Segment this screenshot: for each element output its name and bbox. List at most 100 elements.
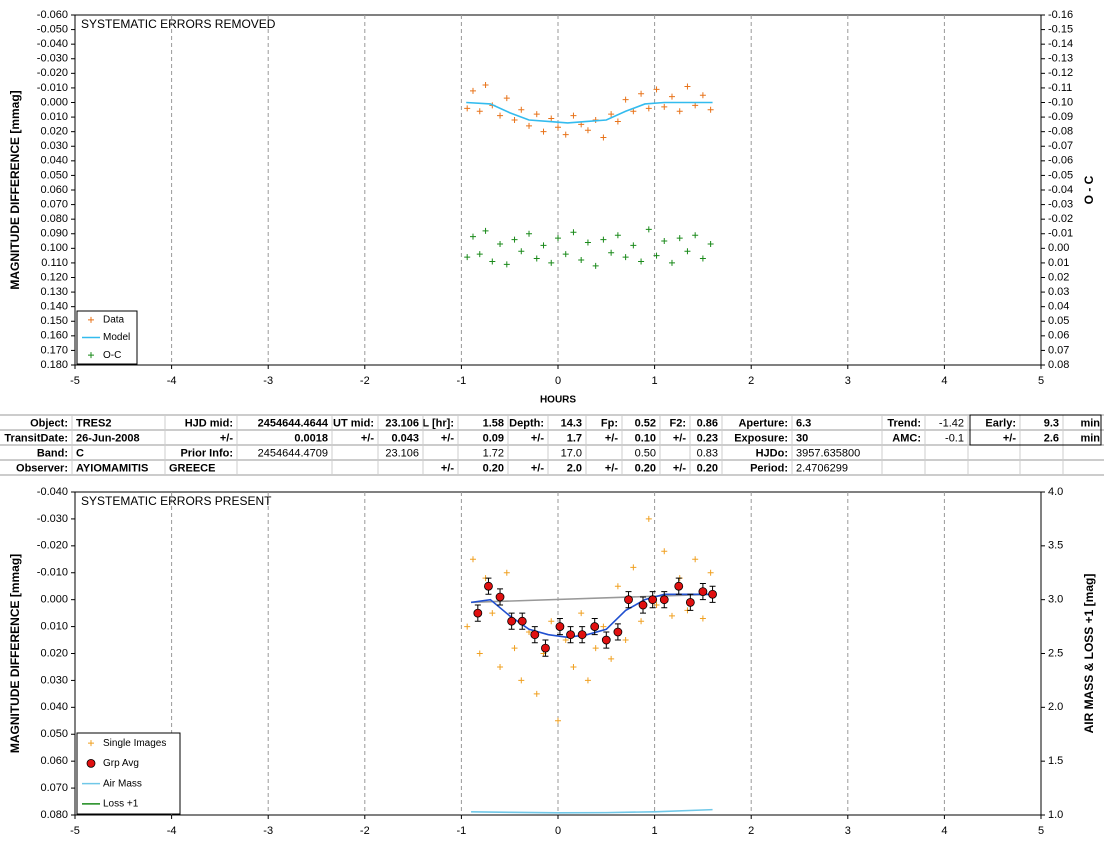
table-cell: TRES2 [76,417,111,429]
table-cell: +/- [673,462,686,474]
y-tick-label: 0.060 [40,184,68,196]
y2-axis-label: O - C [1082,175,1096,204]
y2-axis-label: AIR MASS & LOSS +1 [mag] [1082,574,1096,734]
point [555,235,561,242]
line [471,593,713,604]
point [511,236,518,243]
y2-tick-label: 0.04 [1048,301,1069,313]
table-cell: Band: [37,447,68,459]
table-cell: +/- [220,432,233,444]
point [638,618,645,625]
point [590,622,600,631]
point [699,92,706,99]
point [668,612,675,619]
point [614,118,621,125]
y2-tick-label: -0.13 [1048,53,1073,65]
y-tick-label: 0.070 [40,782,68,794]
table-cell: +/- [605,462,618,474]
table-cell: 0.09 [483,432,504,444]
point [540,242,547,249]
x-tick-label: 4 [941,375,947,387]
y-axis-label: MAGNITUDE DIFFERENCE [mmag] [8,554,22,753]
legend-box [76,732,181,815]
point [541,643,550,653]
table-cell: 23.106 [385,417,419,429]
point [562,131,569,138]
point [685,597,695,607]
table-cell: 26-Jun-2008 [76,432,140,444]
table-cell: 0.20 [697,462,718,474]
table-cell: Exposure: [734,432,788,444]
point [668,259,675,266]
table-cell: GREECE [169,462,215,474]
y-tick-label: 0.020 [40,647,68,659]
y-tick-label: 0.180 [40,359,68,371]
x-tick-label: -2 [360,825,370,837]
point [530,630,540,640]
table-cell: 23.106 [385,447,419,459]
point [473,608,483,618]
point [548,115,555,122]
point [608,655,615,662]
x-tick-label: 1 [652,375,658,387]
point [676,108,683,115]
table-cell: 1.58 [483,417,504,429]
point [653,602,660,609]
point [661,238,668,245]
x-tick-label: -4 [167,825,177,837]
y2-tick-label: -0.11 [1048,82,1072,94]
legend-label: Model [103,332,130,343]
y-tick-label: 0.150 [40,315,68,327]
point [511,117,518,123]
legend-label: Grp Avg [103,758,139,769]
table-cell: 17.0 [561,447,582,459]
y-tick-label: -0.060 [37,9,68,21]
table-cell: 30 [796,432,808,444]
table-cell: HJD mid: [185,417,233,429]
y2-tick-label: -0.03 [1048,198,1073,210]
x-tick-label: -5 [70,825,80,837]
x-tick-label: -3 [263,375,273,387]
x-tick-label: 2 [748,375,754,387]
y2-tick-label: -0.04 [1048,184,1073,196]
x-tick-label: 3 [845,375,851,387]
y2-tick-label: -0.14 [1048,38,1073,50]
table-cell: 0.86 [697,417,718,429]
point [489,610,496,617]
x-tick-label: 0 [555,375,561,387]
table-cell: 0.0018 [294,432,328,444]
point [476,251,483,258]
point [674,581,684,591]
y-tick-label: 0.140 [40,301,68,313]
table-cell: 6.3 [796,417,811,429]
point [684,248,691,255]
point [659,595,669,605]
table-cell: 0.20 [635,462,656,474]
point [482,82,489,88]
table-cell: HJDo: [756,447,788,459]
point [638,90,645,97]
table-cell: 3957.635800 [796,447,860,459]
y-tick-label: 0.000 [40,594,68,606]
point [584,127,591,134]
point [645,515,652,522]
point [699,615,706,622]
line [466,101,713,124]
point [699,255,706,262]
table-cell: 2.6 [1044,432,1059,444]
line [470,593,713,639]
y2-tick-label: 0.07 [1048,344,1069,356]
point [464,254,471,261]
table-cell: Object: [30,417,68,429]
x-tick-label: 5 [1038,825,1044,837]
point [518,106,525,113]
legend-label: Air Mass [103,778,142,789]
point [624,595,633,605]
point [584,677,591,684]
point [653,252,660,259]
y-tick-label: 0.000 [40,96,68,108]
point [548,618,555,625]
point [592,645,599,652]
point [707,106,714,113]
point [638,600,648,610]
